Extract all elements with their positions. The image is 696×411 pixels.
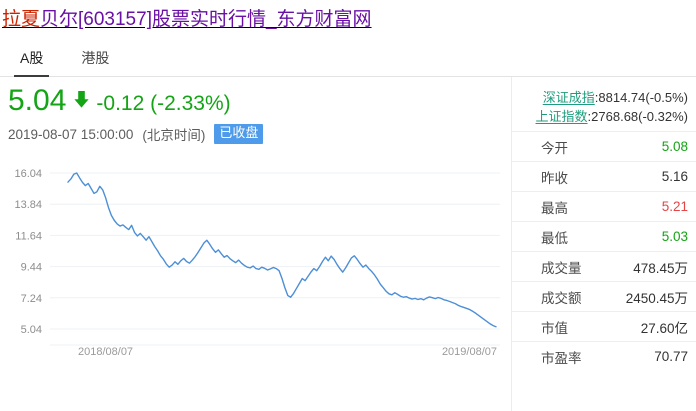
quote-timestamp: 2019-08-07 15:00:00 <box>8 126 134 142</box>
market-tab-bar: A股 港股 <box>0 40 696 77</box>
price-change: -0.12 (-2.33%) <box>96 92 231 115</box>
price-row: 5.04 -0.12 (-2.33%) <box>8 86 231 116</box>
svg-text:11.64: 11.64 <box>15 230 42 242</box>
stat-label-volume: 成交量 <box>512 251 604 282</box>
index-link-sse[interactable]: 上证指数 <box>535 109 588 124</box>
stat-value-volume: 478.45万 <box>603 251 696 282</box>
price-chart[interactable]: 16.04 13.84 11.64 9.44 7.24 5.04 2018/08/07 2… <box>0 157 510 365</box>
stat-label-market-cap: 市值 <box>512 311 604 342</box>
table-row: 昨收 5.16 <box>512 161 696 192</box>
status-badge[interactable]: 已收盘 <box>214 124 264 144</box>
stat-value-pe-ratio: 70.77 <box>603 341 696 372</box>
chart-line-series <box>67 172 497 328</box>
table-row: 市值 27.60亿 <box>512 311 696 342</box>
svg-text:9.44: 9.44 <box>21 262 42 274</box>
index-row-szse: 深证成指:8814.74(-0.5%) <box>520 88 688 107</box>
tab-a-shares[interactable]: A股 <box>14 40 50 77</box>
quote-timezone: (北京时间) <box>142 128 206 143</box>
stat-label-high: 最高 <box>512 191 604 222</box>
stat-value-low: 5.03 <box>603 221 696 252</box>
svg-text:5.04: 5.04 <box>21 324 42 336</box>
index-link-szse[interactable]: 深证成指 <box>542 90 595 105</box>
page-title-link[interactable]: 拉夏贝尔[603157]股票实时行情_东方财富网 <box>2 4 372 31</box>
index-value-sse: :2768.68(-0.32%) <box>587 109 688 124</box>
page-title-prefix: 拉夏 <box>2 8 41 30</box>
table-row: 最低 5.03 <box>512 221 696 252</box>
price-chart-svg: 16.04 13.84 11.64 9.44 7.24 5.04 2018/08/07 2… <box>14 168 500 358</box>
stat-label-low: 最低 <box>512 221 604 252</box>
svg-text:13.84: 13.84 <box>14 199 42 211</box>
stat-value-high: 5.21 <box>603 191 696 222</box>
tab-hk-shares-label: 港股 <box>81 50 110 66</box>
table-row: 今开 5.08 <box>512 131 696 162</box>
page-title: 拉夏贝尔[603157]股票实时行情_东方财富网 <box>0 2 374 32</box>
stat-value-open: 5.08 <box>603 131 696 162</box>
arrow-down-icon <box>74 91 89 113</box>
stat-value-turnover: 2450.45万 <box>603 281 696 312</box>
quote-and-chart-panel: 5.04 -0.12 (-2.33%) 2019-08-07 15:00:00 … <box>0 77 510 411</box>
stat-label-pe-ratio: 市盈率 <box>512 341 604 372</box>
index-value-szse: :8814.74(-0.5%) <box>594 90 688 105</box>
stat-value-market-cap: 27.60亿 <box>603 311 696 342</box>
stats-panel: 深证成指:8814.74(-0.5%) 上证指数:2768.68(-0.32%)… <box>511 77 696 411</box>
svg-text:7.24: 7.24 <box>21 293 42 305</box>
chart-x-label-end: 2019/08/07 <box>442 346 497 358</box>
chart-x-label-start: 2018/08/07 <box>78 346 133 358</box>
current-price: 5.04 <box>8 84 67 117</box>
table-row: 成交量 478.45万 <box>512 251 696 282</box>
table-row: 最高 5.21 <box>512 191 696 222</box>
chart-y-axis-labels: 16.04 13.84 11.64 9.44 7.24 5.04 <box>14 168 42 336</box>
table-row: 市盈率 70.77 <box>512 341 696 372</box>
stat-label-turnover: 成交额 <box>512 281 604 312</box>
stat-value-prev-close: 5.16 <box>603 161 696 192</box>
table-row: 成交额 2450.45万 <box>512 281 696 312</box>
stats-table: 今开 5.08 昨收 5.16 最高 5.21 最低 5.03 成交量 47 <box>512 131 696 372</box>
tab-a-shares-label: A股 <box>20 50 44 66</box>
stat-label-open: 今开 <box>512 131 604 162</box>
chart-gridlines <box>50 172 500 346</box>
index-row-sse: 上证指数:2768.68(-0.32%) <box>520 107 688 126</box>
index-summary: 深证成指:8814.74(-0.5%) 上证指数:2768.68(-0.32%) <box>512 77 696 131</box>
stat-label-prev-close: 昨收 <box>512 161 604 192</box>
page-title-rest: 贝尔[603157]股票实时行情_东方财富网 <box>40 8 372 30</box>
tab-hk-shares[interactable]: 港股 <box>75 40 115 77</box>
quote-meta-row: 2019-08-07 15:00:00 (北京时间) 已收盘 <box>8 124 264 144</box>
svg-text:16.04: 16.04 <box>14 168 42 180</box>
